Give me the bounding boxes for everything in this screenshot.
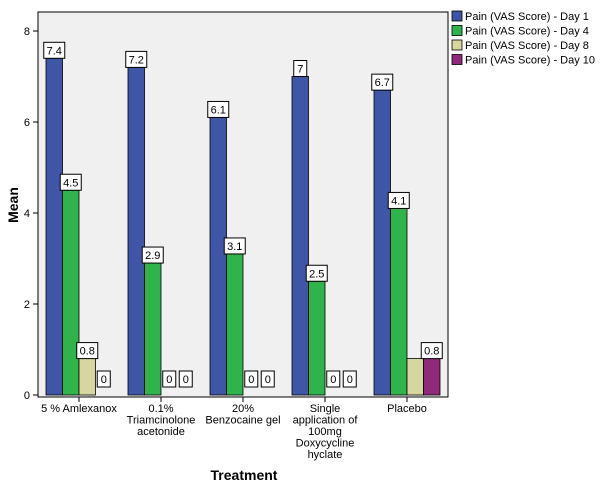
legend-label: Pain (VAS Score) - Day 10 [465,55,595,67]
data-label: 0.8 [80,346,95,358]
data-label: 4.5 [63,177,78,189]
y-tick-label: 8 [24,26,30,38]
data-label: 3.1 [227,241,242,253]
x-tick-label: Single application of 100mg Doxycycline hycl… [293,403,359,461]
x-tick-label: Placebo [387,403,427,415]
legend-swatch [451,25,463,36]
data-label-box [43,41,66,59]
data-label: 0 [265,374,271,386]
bar [144,262,162,396]
data-label-box [244,370,259,388]
data-label: 0.8 [424,346,439,358]
data-label-box [96,370,111,388]
data-label: 6.7 [375,77,390,89]
data-label-box [223,237,246,255]
bar [78,358,96,396]
data-label: 7.4 [47,45,62,57]
data-label-box [326,370,341,388]
bar [406,358,424,396]
x-axis: 5 % Amlexanox 0.1% Triamcinolone acetonide 2… [41,397,427,461]
bar [390,208,408,396]
data-label-box [305,264,328,282]
data-label: 0 [248,374,254,386]
data-label: 0 [166,374,172,386]
legend-swatch [451,10,463,22]
bar [127,67,145,396]
bar [45,57,63,396]
bars-layer [45,57,441,396]
data-labels-layer: 7.44.50.807.22.90 06.13.10 072.50 06.74.10.… [43,41,443,388]
data-label-box [125,50,148,68]
bar [209,117,227,396]
data-label: 0 [183,374,189,386]
x-axis-title: Treatment [211,467,278,483]
data-label-box [76,342,99,360]
data-label-box [342,370,357,388]
data-label: 4.1 [391,195,406,207]
y-tick-label: 4 [24,208,30,220]
y-tick-label: 0 [24,390,30,402]
data-label-box [162,370,177,388]
data-label-box [293,60,308,77]
data-label-box [260,370,275,388]
legend-swatch [451,39,463,51]
legend-label: Pain (VAS Score) - Day 1 [465,11,589,23]
data-label-box [387,191,410,209]
data-label-box [59,173,82,191]
y-tick-label: 2 [24,299,30,311]
y-tick-label: 6 [24,117,30,129]
legend-swatch [451,54,463,65]
bar [423,358,441,396]
data-label: 2.9 [145,250,160,262]
data-label: 2.5 [309,268,324,280]
legend-label: Pain (VAS Score) - Day 8 [465,40,589,52]
data-label: 6.1 [211,104,226,116]
data-label: 0 [330,374,336,386]
bar [226,253,244,396]
x-tick-label: 5 % Amlexanox [41,403,117,415]
data-label: 7 [297,64,303,76]
bar [62,189,80,396]
bar [291,76,309,396]
data-label: 7.2 [129,54,144,66]
bar [308,280,326,396]
y-axis: 0 2 4 6 8 [24,26,38,402]
data-label-box [178,370,193,388]
data-label: 0 [347,374,353,386]
x-tick-label: 0.1% Triamcinolone acetonide [127,403,196,438]
data-label-box [371,73,394,91]
data-label-box [207,100,230,118]
y-axis-title: Mean [5,187,21,223]
data-label-box [420,342,443,360]
legend-label: Pain (VAS Score) - Day 4 [465,26,589,38]
bar [373,89,391,396]
x-tick-label: 20% Benzocaine gel [205,403,280,427]
data-label-box [141,246,164,264]
legend: Pain (VAS Score) - Day 1 Pain (VAS Score)… [451,10,595,67]
data-label: 0 [101,374,107,386]
